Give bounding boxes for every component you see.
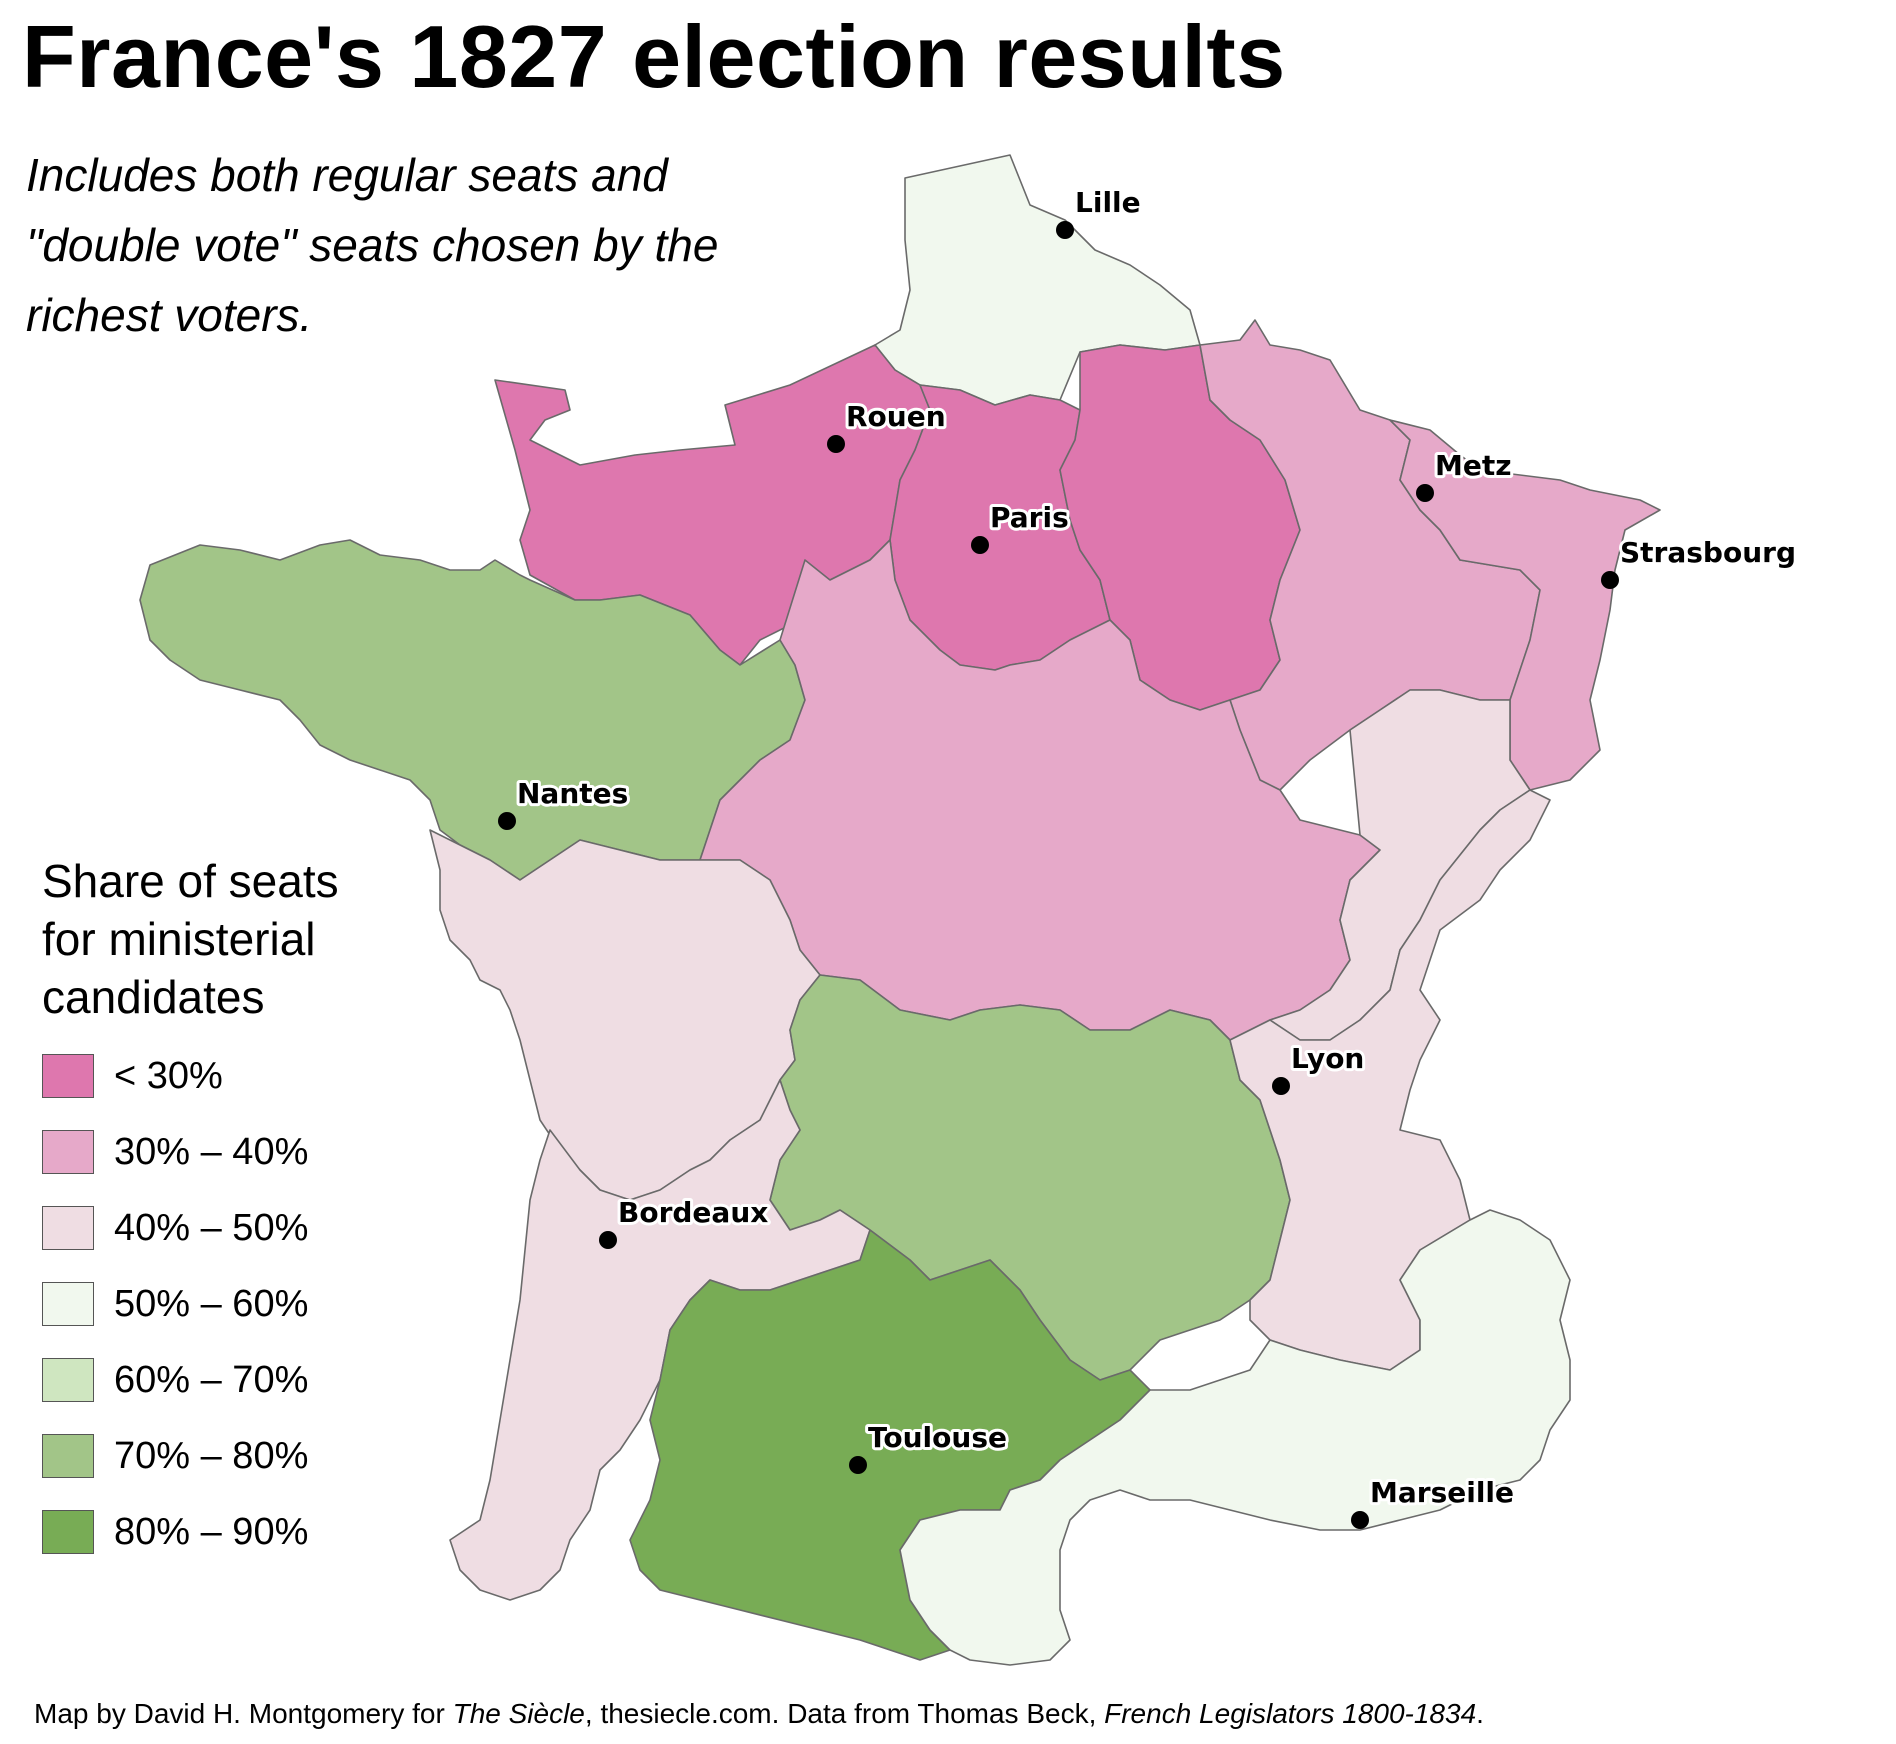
city-marker (498, 812, 516, 830)
legend-swatch (42, 1206, 94, 1250)
credit-source-title: French Legislators 1800-1834 (1104, 1698, 1477, 1729)
region-alsace (1389, 419, 1661, 791)
legend: Share of seats for ministerial candidate… (42, 852, 342, 1570)
legend-label: 60% – 70% (114, 1358, 309, 1401)
city-paris: Paris (971, 498, 1072, 554)
map-subtitle: Includes both regular seats and "double … (26, 149, 719, 341)
city-label: Bordeaux (618, 1196, 768, 1229)
city-metz: Metz (1416, 446, 1515, 502)
legend-title: Share of seats for ministerial candidate… (42, 855, 339, 1023)
credit-middle: , thesiecle.com. Data from Thomas Beck, (584, 1698, 1105, 1729)
city-nantes: Nantes (498, 774, 631, 830)
legend-swatch (42, 1054, 94, 1098)
legend-item: 60% – 70% (42, 1342, 342, 1418)
city-label: Strasbourg (1620, 536, 1796, 569)
legend-swatch (42, 1282, 94, 1326)
city-marker (1056, 221, 1074, 239)
city-label: Nantes (517, 777, 628, 810)
city-bordeaux: Bordeaux (599, 1193, 771, 1249)
legend-label: < 30% (114, 1054, 223, 1097)
city-marker (1416, 484, 1434, 502)
legend-swatch (42, 1434, 94, 1478)
legend-label: 80% – 90% (114, 1510, 309, 1553)
city-marker (827, 435, 845, 453)
city-label: Toulouse (868, 1421, 1007, 1454)
credit-publication: The Siècle (452, 1698, 585, 1729)
legend-swatch (42, 1358, 94, 1402)
map-credit: Map by David H. Montgomery for The Siècl… (34, 1698, 1484, 1730)
city-marker (971, 536, 989, 554)
legend-item: 30% – 40% (42, 1114, 342, 1190)
legend-label: 30% – 40% (114, 1130, 309, 1173)
city-label: Marseille (1370, 1476, 1514, 1509)
region-rhone (1229, 789, 1551, 1371)
credit-suffix: . (1476, 1698, 1484, 1729)
legend-item: < 30% (42, 1038, 342, 1114)
legend-swatch (42, 1510, 94, 1554)
city-rouen: Rouen (827, 397, 949, 453)
city-label: Paris (990, 501, 1069, 534)
city-label: Lille (1075, 186, 1141, 219)
legend-label: 50% – 60% (114, 1282, 309, 1325)
legend-item: 80% – 90% (42, 1494, 342, 1570)
legend-label: 70% – 80% (114, 1434, 309, 1477)
city-lyon: Lyon (1272, 1039, 1367, 1095)
city-marseille: Marseille (1351, 1473, 1517, 1529)
cities-layer: Lille Rouen Paris Metz Strasbourg Nantes Lyon B… (498, 183, 1799, 1529)
legend-item: 70% – 80% (42, 1418, 342, 1494)
city-label: Lyon (1291, 1042, 1364, 1075)
city-marker (599, 1231, 617, 1249)
legend-items: < 30% 30% – 40% 40% – 50% 50% – 60% 60% – 70… (42, 1038, 342, 1570)
city-marker (1601, 571, 1619, 589)
legend-item: 50% – 60% (42, 1266, 342, 1342)
legend-item: 40% – 50% (42, 1190, 342, 1266)
city-lille: Lille (1056, 183, 1144, 239)
city-toulouse: Toulouse (849, 1418, 1010, 1474)
region-toulouse (629, 1229, 1151, 1661)
legend-label: 40% – 50% (114, 1206, 309, 1249)
city-marker (1351, 1511, 1369, 1529)
city-strasbourg: Strasbourg (1601, 533, 1799, 589)
credit-prefix: Map by David H. Montgomery for (34, 1698, 453, 1729)
regions-layer (139, 154, 1661, 1666)
legend-swatch (42, 1130, 94, 1174)
city-marker (1272, 1077, 1290, 1095)
city-marker (849, 1456, 867, 1474)
city-label: Metz (1435, 449, 1512, 482)
city-label: Rouen (846, 400, 946, 433)
region-provence-languedoc (899, 1209, 1571, 1666)
map-title: France's 1827 election results (22, 7, 1286, 106)
